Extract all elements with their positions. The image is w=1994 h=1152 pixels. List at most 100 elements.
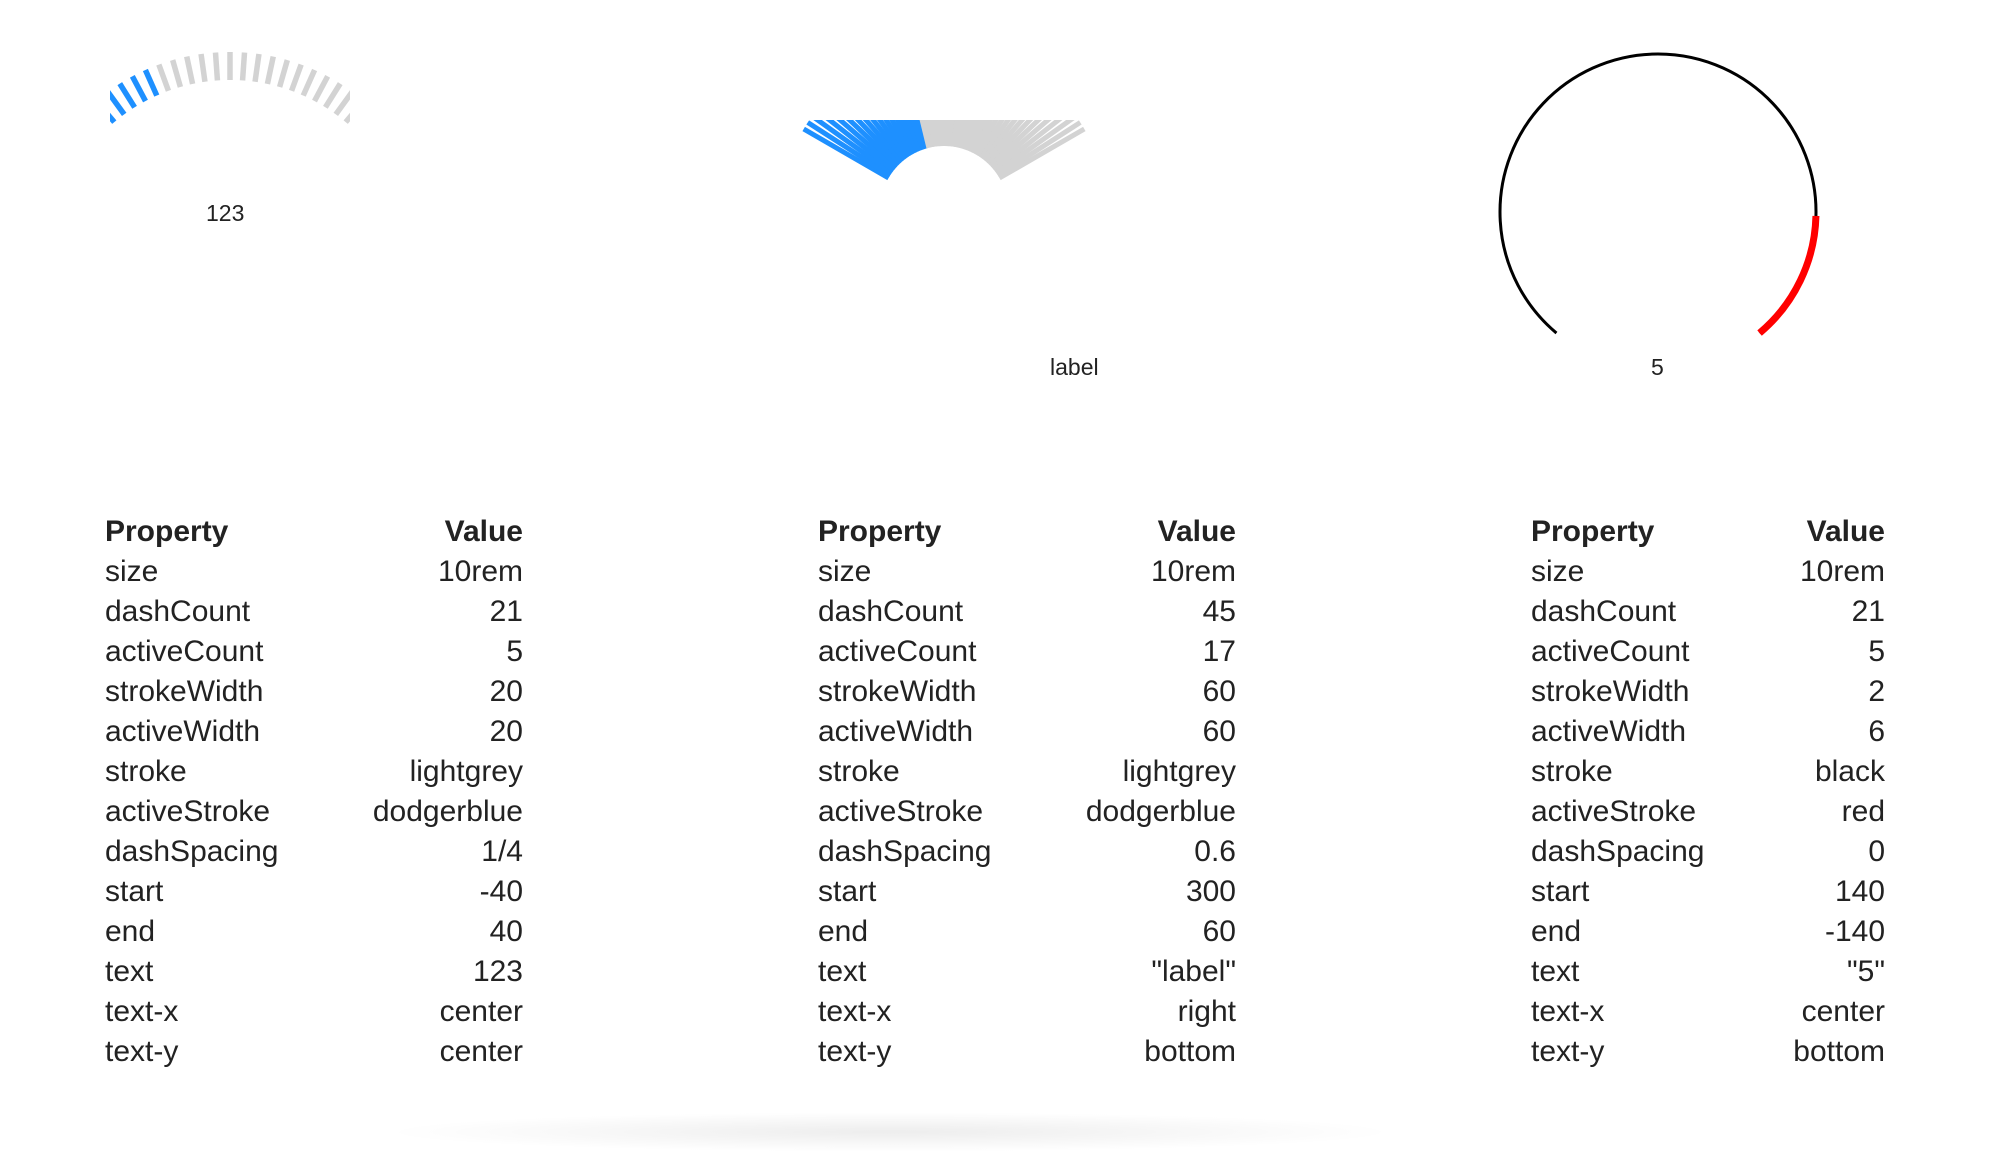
properties-table-3: Property Value size 10rem dashCount 21 activ… bbox=[1531, 512, 1885, 1072]
gauge-dash bbox=[198, 53, 208, 83]
gauge-dash bbox=[959, 120, 974, 150]
property-cell: size bbox=[105, 555, 159, 588]
property-cell: dashSpacing bbox=[1531, 835, 1705, 868]
table-row: strokeWidth 60 bbox=[818, 672, 1236, 712]
value-cell: right bbox=[1177, 995, 1236, 1028]
column-header-value: Value bbox=[1157, 515, 1236, 548]
value-cell: bottom bbox=[1144, 1035, 1236, 1068]
gauge-dash bbox=[998, 126, 1086, 181]
gauge-dash bbox=[212, 52, 221, 81]
table-row: stroke lightgrey bbox=[818, 752, 1236, 792]
gauge-dash-active bbox=[117, 82, 137, 109]
gauge-dashed-ring bbox=[802, 120, 1086, 181]
table-row: text-x center bbox=[1531, 992, 1885, 1032]
property-cell: size bbox=[818, 555, 872, 588]
value-cell: black bbox=[1814, 755, 1885, 788]
gauge-dash bbox=[953, 120, 964, 148]
gauge-dash bbox=[986, 120, 1034, 166]
value-cell: 10rem bbox=[437, 555, 523, 588]
value-cell: lightgrey bbox=[1122, 755, 1236, 788]
table-row: stroke black bbox=[1531, 752, 1885, 792]
gauge-dash-active bbox=[806, 120, 892, 178]
gauge-dash bbox=[981, 120, 1018, 162]
property-cell: dashCount bbox=[105, 595, 251, 628]
value-cell: 0 bbox=[1868, 835, 1885, 868]
value-cell: red bbox=[1841, 795, 1885, 828]
property-cell: dashSpacing bbox=[818, 835, 992, 868]
value-cell: 10rem bbox=[1799, 555, 1885, 588]
gauge-dash-active bbox=[845, 120, 900, 168]
table-row: dashSpacing 0.6 bbox=[818, 832, 1236, 872]
table-row: activeCount 17 bbox=[818, 632, 1236, 672]
gauge-2-text: label bbox=[1050, 354, 1099, 380]
property-cell: activeCount bbox=[818, 635, 977, 668]
properties-table-1: Property Value size 10rem dashCount 21 activ… bbox=[105, 512, 523, 1072]
table-row: activeWidth 20 bbox=[105, 712, 523, 752]
gauge-dash-active bbox=[110, 112, 117, 124]
property-cell: activeWidth bbox=[1531, 715, 1687, 748]
column-header-property: Property bbox=[1531, 515, 1655, 548]
value-cell: 45 bbox=[1202, 595, 1236, 628]
table-row: start 300 bbox=[818, 872, 1236, 912]
gauge-dash bbox=[976, 120, 1005, 158]
gauge-dashed-small bbox=[110, 52, 350, 124]
gauge-dash-active bbox=[825, 120, 896, 173]
value-cell: 21 bbox=[489, 595, 523, 628]
gauge-dash bbox=[323, 82, 343, 109]
gauge-dash bbox=[170, 59, 184, 88]
value-cell: 5 bbox=[1868, 635, 1885, 668]
gauge-dash-active bbox=[142, 68, 160, 97]
table-row: activeStroke red bbox=[1531, 792, 1885, 832]
property-cell: text-y bbox=[818, 1035, 892, 1068]
table-row: end 60 bbox=[818, 912, 1236, 952]
property-cell: text bbox=[1531, 955, 1580, 988]
gauge-dash bbox=[184, 55, 196, 85]
gauge-dash-active bbox=[854, 120, 902, 166]
value-cell: 0.6 bbox=[1194, 835, 1236, 868]
gauge-continuous-arc bbox=[1498, 52, 1820, 336]
table-row: start -40 bbox=[105, 872, 523, 912]
gauge-dash bbox=[937, 120, 944, 147]
value-cell: center bbox=[439, 1035, 523, 1068]
table-row: text "5" bbox=[1531, 952, 1885, 992]
gauge-dash bbox=[944, 120, 951, 147]
table-row: dashCount 45 bbox=[818, 592, 1236, 632]
table-row: activeCount 5 bbox=[1531, 632, 1885, 672]
value-cell: 123 bbox=[472, 955, 523, 988]
value-cell: 21 bbox=[1851, 595, 1885, 628]
gauge-dash bbox=[992, 120, 1063, 173]
table-row: dashCount 21 bbox=[1531, 592, 1885, 632]
property-cell: stroke bbox=[818, 755, 900, 788]
value-cell: 5 bbox=[506, 635, 523, 668]
property-cell: strokeWidth bbox=[818, 675, 977, 708]
gauge-dash bbox=[984, 120, 1026, 164]
gauge-dash bbox=[973, 120, 999, 156]
gauge-dash-active bbox=[914, 120, 929, 150]
gauge-dash bbox=[996, 120, 1082, 178]
table-row: strokeWidth 20 bbox=[105, 672, 523, 712]
property-cell: size bbox=[1531, 555, 1585, 588]
value-cell: 20 bbox=[489, 675, 523, 708]
value-cell: 40 bbox=[489, 915, 523, 948]
gauge-dash bbox=[288, 63, 304, 92]
value-cell: bottom bbox=[1793, 1035, 1885, 1068]
gauge-dash bbox=[962, 120, 978, 151]
table-row: activeCount 5 bbox=[105, 632, 523, 672]
table-header-row: Property Value bbox=[818, 512, 1236, 552]
gauge-3-text: 5 bbox=[1651, 354, 1664, 380]
gauge-dash-active bbox=[802, 126, 890, 181]
property-cell: text-x bbox=[818, 995, 892, 1028]
table-row: dashSpacing 1/4 bbox=[105, 832, 523, 872]
value-cell: 2 bbox=[1868, 675, 1885, 708]
property-cell: text-x bbox=[1531, 995, 1605, 1028]
gauge-dash bbox=[156, 63, 172, 92]
property-cell: activeStroke bbox=[1531, 795, 1697, 828]
property-cell: start bbox=[818, 875, 877, 908]
value-cell: 300 bbox=[1185, 875, 1236, 908]
table-row: text-x right bbox=[818, 992, 1236, 1032]
gauge-dash-active bbox=[910, 120, 926, 151]
gauge-3-track bbox=[1498, 52, 1818, 335]
property-cell: dashCount bbox=[1531, 595, 1677, 628]
gauge-dash-active bbox=[862, 120, 904, 164]
property-cell: text-y bbox=[105, 1035, 179, 1068]
